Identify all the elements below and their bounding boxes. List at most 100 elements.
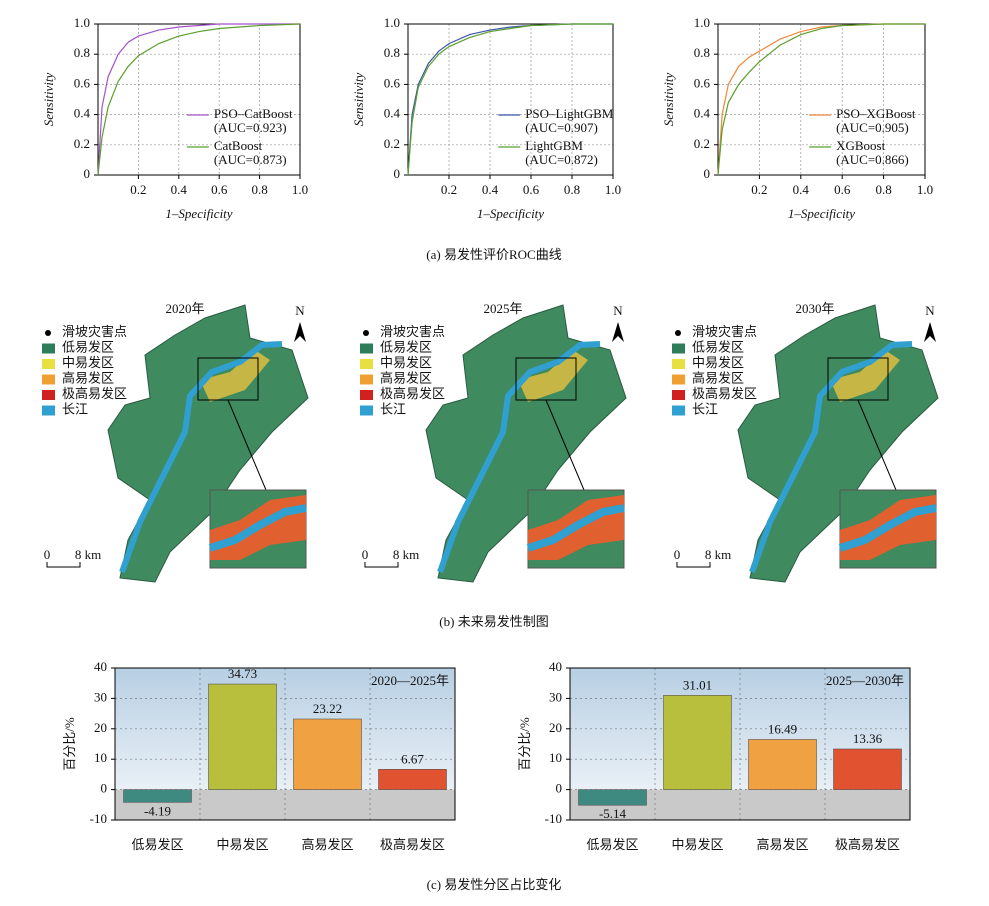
caption: (a) 易发性评价ROC曲线 [426,247,561,262]
bar [578,789,647,806]
roc-line [407,23,613,176]
x-tick-label: 0.4 [793,182,810,197]
x-tick-label: 0.4 [171,182,188,197]
y-tick-label: 40 [549,659,562,674]
plot-frame [97,23,301,176]
bar [208,683,277,790]
legend-note: (AUC=0.866) [836,152,909,167]
legend-label: 中易发区 [380,355,432,370]
x-tick-label: 0.4 [482,182,499,197]
y-tick-label: 0.4 [694,106,711,121]
bar [123,789,192,803]
y-axis-label: 百分比/% [62,717,77,771]
legend-swatch [42,374,55,385]
inset-connector [545,399,585,491]
y-tick-label: 0 [101,781,108,796]
legend-label: 低易发区 [692,339,744,354]
y-tick-label: 0.8 [74,45,90,60]
roc-line [97,23,301,176]
river [119,341,283,574]
legend-label: 极高易发区 [62,386,127,401]
legend-swatch [672,390,685,400]
y-axis-label: Sensitivity [661,73,676,127]
y-tick-label: 0 [704,166,711,181]
x-axis-label: 1–Specificity [165,206,232,221]
legend-label: 高易发区 [692,370,744,385]
legend-label: XGBoost [836,138,886,153]
map-title: 2020年 [165,301,204,316]
x-tick-label: 低易发区 [586,837,638,852]
value-label: -5.14 [599,806,627,821]
scale-label: 0 [44,547,51,562]
bar [663,695,732,790]
y-tick-label: 0.6 [384,75,401,90]
legend-swatch [45,330,51,336]
bar [833,748,902,790]
legend-label: 极高易发区 [380,386,445,401]
plot-frame [717,23,926,176]
y-tick-label: 1.0 [74,15,90,30]
x-axis-label: 1–Specificity [477,206,544,221]
legend-label: 极高易发区 [692,386,757,401]
caption: (c) 易发性分区占比变化 [427,877,562,892]
scale-label: 8 km [75,547,101,562]
y-tick-label: 0.2 [74,136,90,151]
x-tick-label: 0.8 [875,182,891,197]
scale-bar [46,562,81,568]
legend-swatch [672,374,685,385]
y-tick-label: 20 [94,720,107,735]
north-label: N [925,303,935,318]
value-label: 16.49 [768,721,797,736]
value-label: 23.22 [313,701,342,716]
annotation: 2020—2025年 [371,673,449,688]
hazard-zone [830,350,900,402]
y-tick-label: 1.0 [384,15,400,30]
legend-note: (AUC=0.905) [836,120,909,135]
legend-label: 高易发区 [380,370,432,385]
y-tick-label: -10 [545,811,562,826]
y-tick-label: 40 [94,659,107,674]
y-tick-label: 0.6 [694,75,711,90]
map-title: 2025年 [483,301,522,316]
y-axis-label: Sensitivity [41,73,56,127]
legend-note: (AUC=0.907) [525,120,598,135]
legend-swatch [42,390,55,400]
y-tick-label: 0.4 [384,106,401,121]
x-tick-label: 低易发区 [131,837,183,852]
legend-swatch [360,359,373,369]
legend-swatch [672,343,685,354]
x-tick-label: 0.2 [751,182,767,197]
legend-label: PSO–XGBoost [836,106,916,121]
map-title: 2030年 [795,301,834,316]
y-tick-label: 0.6 [74,75,91,90]
hazard-zone [518,350,588,402]
legend-swatch [42,343,55,354]
legend-label: 长江 [62,401,88,416]
scale-label: 0 [674,547,681,562]
legend-label: 滑坡灾害点 [692,324,757,339]
x-tick-label: 1.0 [292,182,308,197]
legend-label: 滑坡灾害点 [380,324,445,339]
y-tick-label: 0.8 [384,45,400,60]
legend-swatch [672,359,685,369]
x-tick-label: 极高易发区 [835,837,900,852]
scale-bar [676,562,711,568]
y-tick-label: 0.4 [74,106,91,121]
y-axis-label: Sensitivity [351,73,366,127]
zoom-river [526,504,625,552]
x-tick-label: 1.0 [605,182,621,197]
x-tick-label: 0.6 [523,182,540,197]
bar [748,739,817,790]
north-arrow [294,322,306,342]
x-tick-label: 0.2 [130,182,146,197]
x-tick-label: 0.6 [211,182,228,197]
roc-line [717,23,925,176]
y-tick-label: 0 [84,166,91,181]
y-tick-label: 30 [549,689,562,704]
legend-label: 低易发区 [380,339,432,354]
x-tick-label: 0.8 [251,182,267,197]
legend-label: LightGBM [525,138,583,153]
scale-bar [364,562,399,568]
